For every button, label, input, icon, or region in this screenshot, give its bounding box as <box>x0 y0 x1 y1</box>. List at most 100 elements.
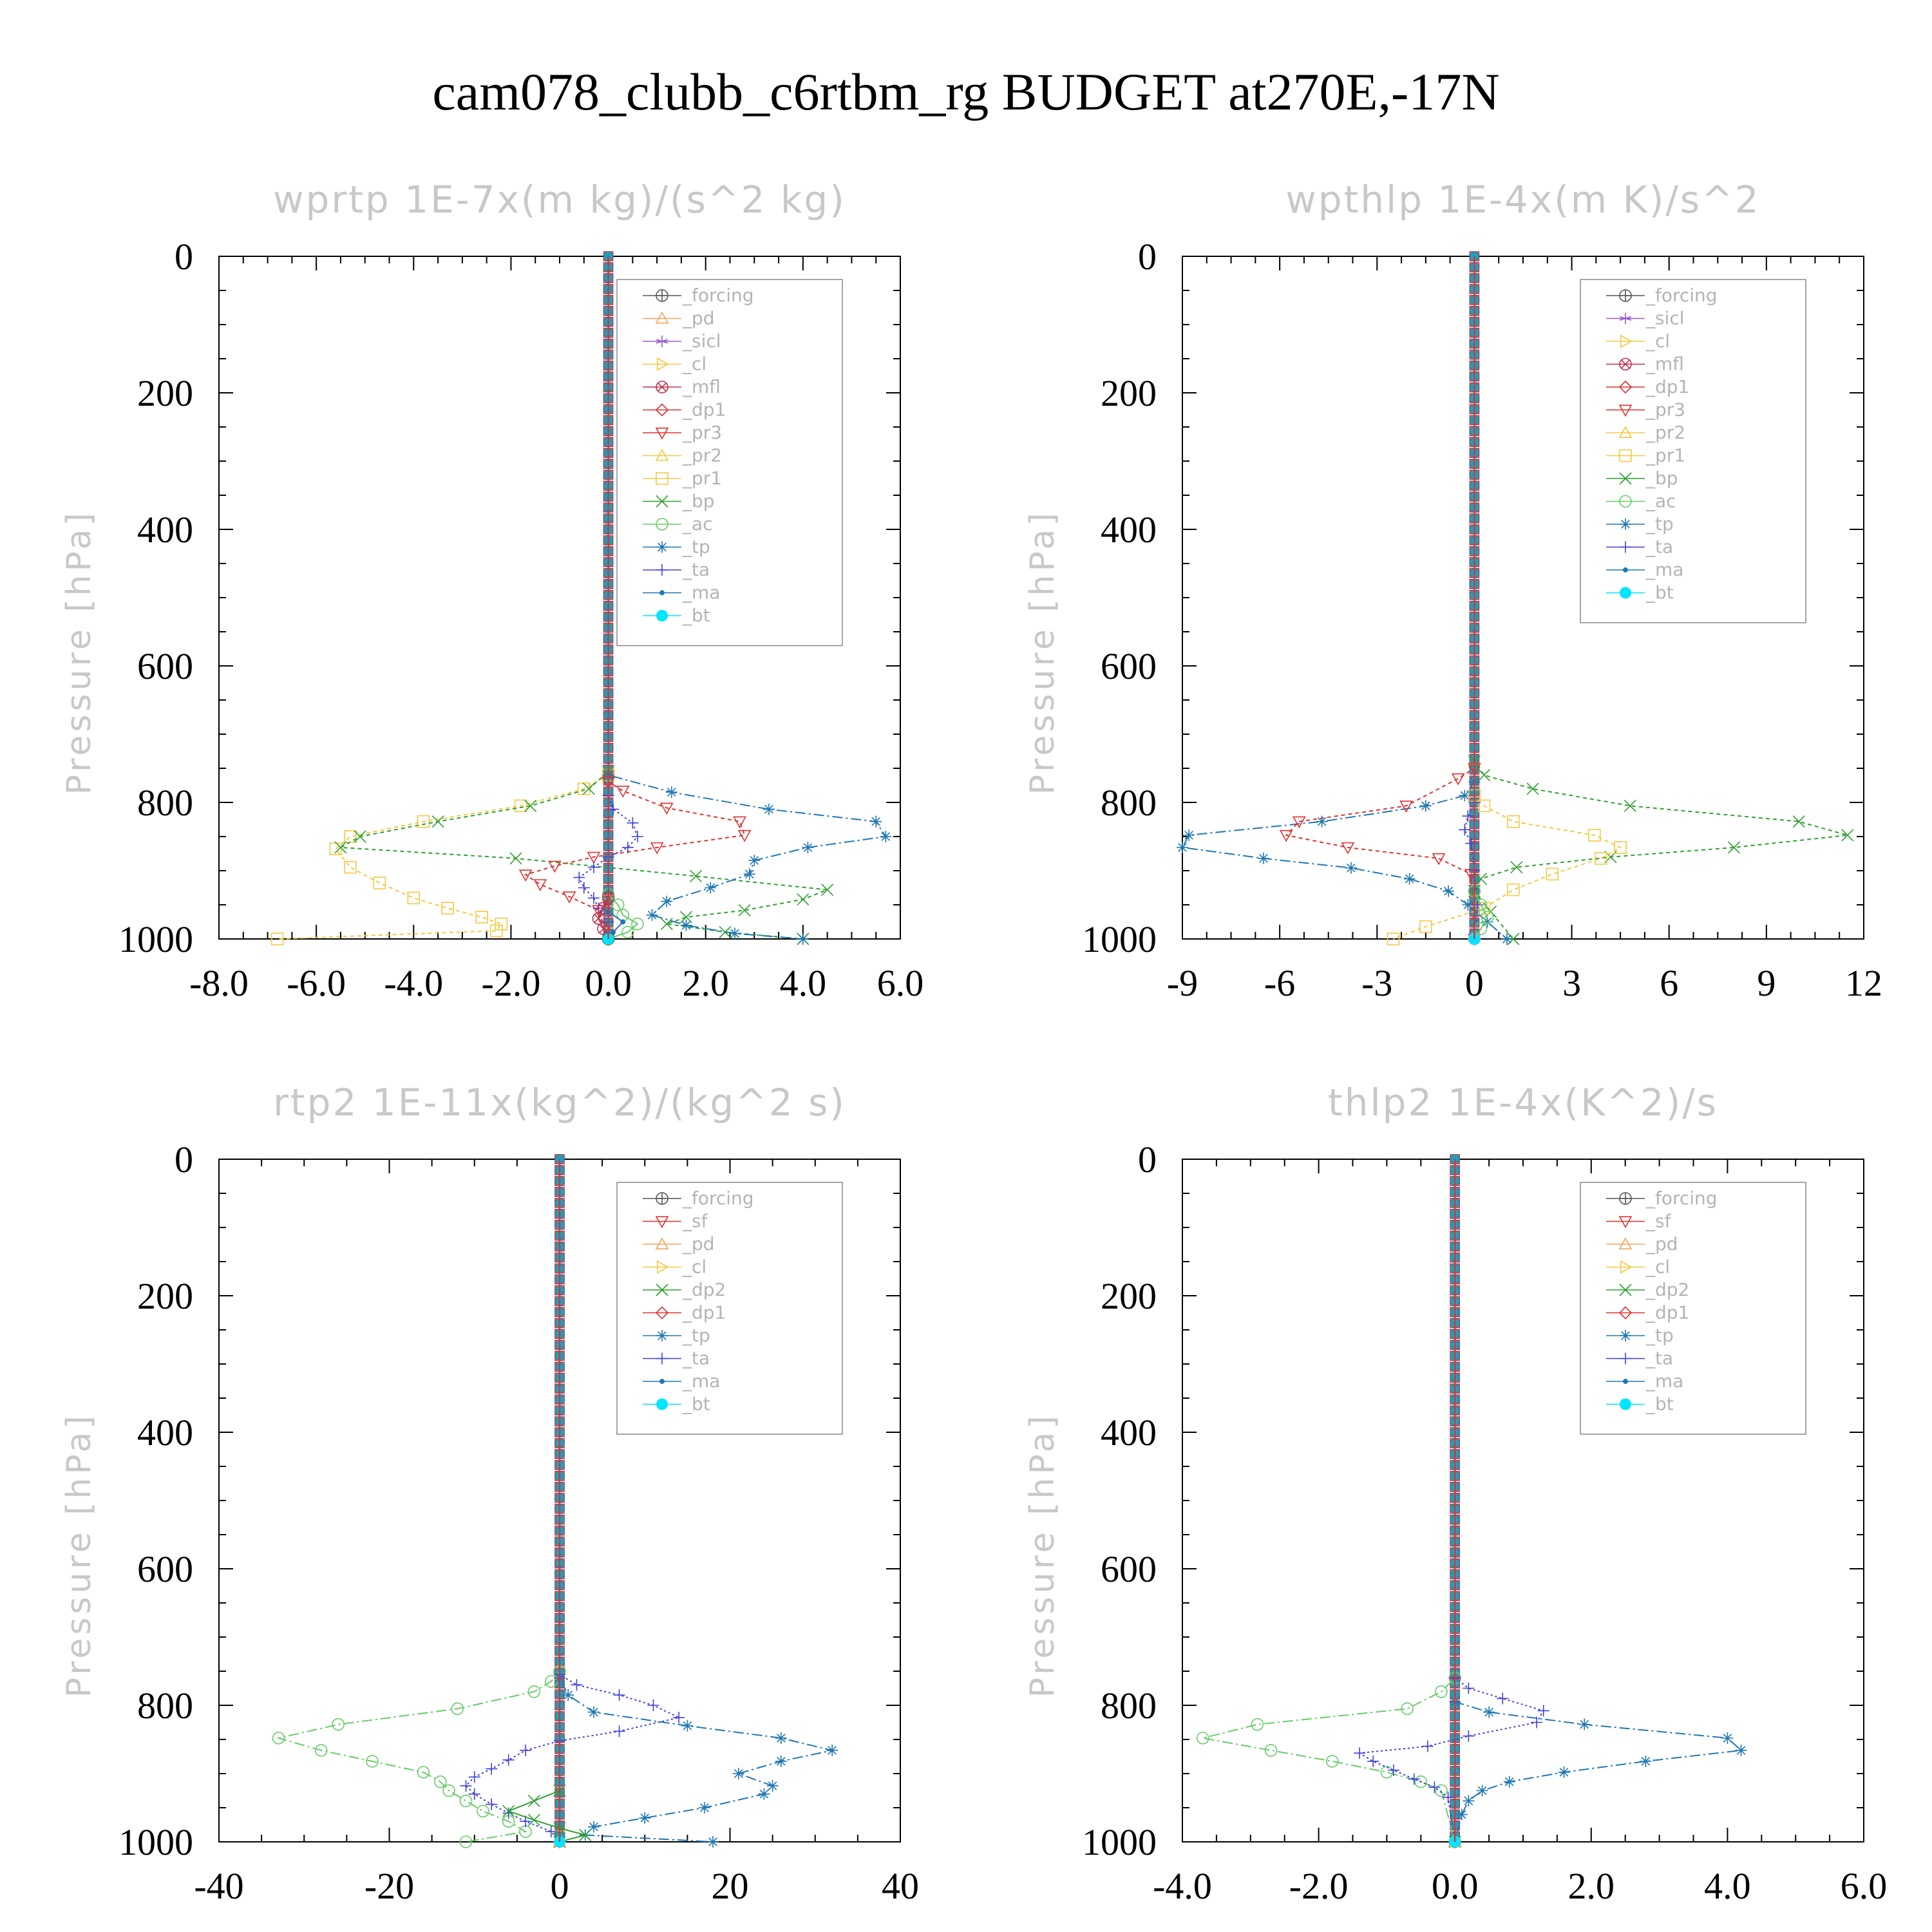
data-point-tp <box>681 1719 694 1732</box>
data-point-ta <box>502 1807 515 1819</box>
legend-entry: _pd <box>682 1233 715 1255</box>
data-point-pr1 <box>514 799 527 813</box>
legend-marker <box>656 1193 668 1204</box>
chart-panel-2: wpthlp 1E-4x(m K)/s^2 Pressure [hPa] 0 200 4… <box>1023 178 1882 1004</box>
legend-entry: _mfl <box>682 376 721 397</box>
data-point-dp2 <box>502 1804 515 1817</box>
x-tick-label: 2.0 <box>1568 1865 1615 1907</box>
data-point-ma <box>620 919 626 925</box>
data-point-tp <box>1316 815 1328 828</box>
x-tick-label: -2.0 <box>1289 1865 1349 1907</box>
legend-marker <box>655 1216 669 1229</box>
legend-marker <box>1619 312 1632 325</box>
x-tick-label: -4.0 <box>384 962 443 1004</box>
data-point-tp <box>870 815 882 828</box>
data-point-ta <box>1408 1773 1420 1785</box>
series-line-pr3 <box>1285 256 1475 940</box>
legend-entry: _bt <box>682 605 710 626</box>
data-point-tp <box>1558 1766 1570 1778</box>
data-point-tp <box>587 1706 600 1718</box>
series-line-dp2 <box>506 1159 588 1842</box>
data-point-bp <box>738 904 751 917</box>
legend-marker <box>1618 404 1633 417</box>
data-point-ta <box>502 1754 515 1766</box>
data-point-pr1 <box>1419 920 1432 933</box>
legend-entry: _sicl <box>682 330 721 352</box>
y-tick-label: 800 <box>1101 782 1157 824</box>
data-point-dp1 <box>527 1685 541 1698</box>
data-point-pr3 <box>1399 800 1413 813</box>
data-point-pr3 <box>518 869 533 882</box>
x-tick-label: 6.0 <box>1841 1865 1888 1907</box>
x-tick-label: -4.0 <box>1153 1865 1212 1907</box>
data-point-dp2 <box>527 1814 540 1826</box>
data-point-dp1 <box>332 1718 345 1731</box>
data-point-tp <box>1503 1776 1515 1788</box>
legend-marker <box>659 590 665 596</box>
x-tick-label: -3 <box>1361 962 1392 1004</box>
legend-marker <box>656 564 668 576</box>
data-point-ta <box>1367 1755 1379 1767</box>
x-tick-label: -6.0 <box>287 962 346 1004</box>
x-tick-label: 3 <box>1562 962 1581 1004</box>
data-point-dp2 <box>579 1828 592 1841</box>
x-tick-label: -6 <box>1264 962 1295 1004</box>
data-point-tp <box>1578 1718 1591 1730</box>
legend-marker <box>1620 290 1631 301</box>
y-axis-label: Pressure [hPa] <box>60 509 99 795</box>
data-point-pr1 <box>1588 829 1601 842</box>
legend-entry: _dp1 <box>1645 376 1689 397</box>
data-point-dp1 <box>1325 1755 1339 1768</box>
legend-entry: _sf <box>1645 1211 1672 1232</box>
data-point-bp <box>1526 782 1539 795</box>
data-point-dp1 <box>1251 1718 1264 1731</box>
legend-entry: _forcing <box>682 285 754 306</box>
y-tick-label: 400 <box>1101 509 1157 551</box>
legend-marker <box>1618 1216 1633 1229</box>
legend-entry: _pr3 <box>682 422 722 443</box>
legend-marker <box>1619 495 1632 508</box>
data-point-pr1 <box>1507 815 1520 828</box>
data-point-ta <box>1463 1730 1475 1742</box>
legend-entry: _bp <box>682 491 715 512</box>
data-point-pr1 <box>1477 902 1491 915</box>
data-point-ac <box>621 925 634 939</box>
data-point-dp1 <box>1380 1766 1394 1779</box>
data-point-tp <box>680 919 692 931</box>
x-tick-label: -40 <box>194 1865 243 1907</box>
legend-marker <box>656 1330 668 1341</box>
data-point-ac <box>611 898 625 911</box>
data-point-ta <box>613 1689 625 1701</box>
data-point-tp <box>1476 1785 1488 1797</box>
legend-entry: _ma <box>1645 1370 1683 1392</box>
legend-marker <box>658 383 667 392</box>
data-point-tp <box>729 927 741 940</box>
legend-marker <box>655 403 669 417</box>
data-point-pr1 <box>270 933 284 945</box>
legend-entry: _tp <box>1645 1325 1674 1346</box>
y-tick-label: 600 <box>137 1548 193 1590</box>
data-point-tp <box>705 882 717 894</box>
legend-marker <box>656 610 668 621</box>
data-point-dp1 <box>1435 1685 1448 1698</box>
data-point-mfl <box>594 914 603 923</box>
data-point-ta <box>1459 824 1471 836</box>
data-point-pr3 <box>1432 853 1446 866</box>
data-point-mfl <box>597 902 610 915</box>
legend-entry: _sf <box>682 1211 708 1232</box>
y-tick-label: 200 <box>137 1275 193 1317</box>
legend-marker <box>656 357 669 371</box>
series-line-dp1 <box>1202 1159 1456 1842</box>
data-point-tp <box>698 1802 710 1814</box>
data-point-pr1 <box>495 917 508 931</box>
legend-marker <box>655 1237 669 1249</box>
legend-entry: _pr2 <box>682 445 722 466</box>
legend-entry: _tp <box>682 1325 710 1346</box>
data-point-ta <box>573 871 585 884</box>
legend-marker <box>655 427 669 440</box>
data-point-tp <box>1501 933 1513 945</box>
data-point-pr1 <box>373 876 386 889</box>
data-point-tp <box>1481 916 1493 928</box>
data-point-pr1 <box>475 911 488 923</box>
data-point-pr3 <box>1341 842 1355 855</box>
